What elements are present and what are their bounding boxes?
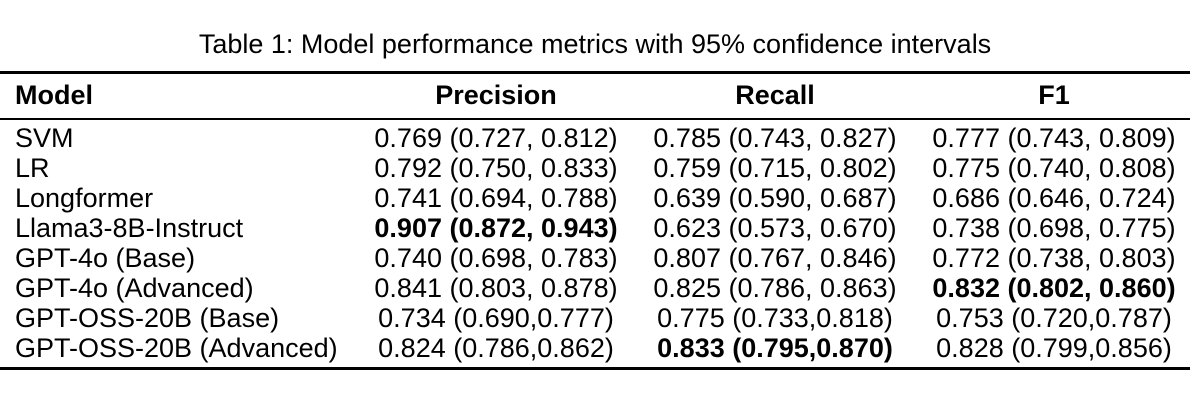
- table-row: GPT-OSS-20B (Base) 0.734 (0.690,0.777) 0…: [0, 303, 1190, 333]
- cell-f1: 0.828 (0.799,0.856): [936, 332, 1172, 363]
- cell-model: GPT-OSS-20B (Base): [15, 302, 280, 333]
- column-header-model: Model: [0, 72, 360, 120]
- performance-table: Model Precision Recall F1 SVM 0.769 (0.7…: [0, 71, 1190, 370]
- cell-recall: 0.785 (0.743, 0.827): [653, 122, 897, 153]
- cell-f1: 0.686 (0.646, 0.724): [932, 182, 1176, 213]
- cell-model: Longformer: [15, 182, 154, 213]
- cell-f1: 0.753 (0.720,0.787): [936, 302, 1172, 333]
- cell-precision: 0.907 (0.872, 0.943): [374, 212, 618, 243]
- column-header-precision: Precision: [360, 72, 632, 120]
- cell-precision: 0.792 (0.750, 0.833): [374, 152, 618, 183]
- cell-f1: 0.738 (0.698, 0.775): [932, 212, 1176, 243]
- table-caption: Table 1: Model performance metrics with …: [198, 29, 992, 59]
- cell-recall: 0.807 (0.767, 0.846): [653, 242, 897, 273]
- cell-recall: 0.833 (0.795,0.870): [657, 332, 893, 363]
- cell-model: GPT-OSS-20B (Advanced): [15, 332, 338, 363]
- column-header-recall: Recall: [632, 72, 918, 120]
- cell-precision: 0.734 (0.690,0.777): [378, 302, 614, 333]
- table-row: GPT-4o (Base) 0.740 (0.698, 0.783) 0.807…: [0, 243, 1190, 273]
- cell-recall: 0.759 (0.715, 0.802): [653, 152, 897, 183]
- table-row: Longformer 0.741 (0.694, 0.788) 0.639 (0…: [0, 183, 1190, 213]
- column-header-f1: F1: [918, 72, 1190, 120]
- cell-precision: 0.841 (0.803, 0.878): [374, 272, 618, 303]
- cell-f1: 0.777 (0.743, 0.809): [932, 122, 1176, 153]
- table-row: LR 0.792 (0.750, 0.833) 0.759 (0.715, 0.…: [0, 153, 1190, 183]
- cell-f1: 0.775 (0.740, 0.808): [932, 152, 1176, 183]
- cell-precision: 0.741 (0.694, 0.788): [374, 182, 618, 213]
- cell-model: GPT-4o (Base): [15, 242, 196, 273]
- cell-recall: 0.639 (0.590, 0.687): [653, 182, 897, 213]
- cell-model: LR: [15, 152, 50, 183]
- cell-recall: 0.775 (0.733,0.818): [657, 302, 893, 333]
- table-body: SVM 0.769 (0.727, 0.812) 0.785 (0.743, 0…: [0, 119, 1190, 369]
- cell-model: GPT-4o (Advanced): [15, 272, 254, 303]
- cell-precision: 0.740 (0.698, 0.783): [374, 242, 618, 273]
- table-row: GPT-4o (Advanced) 0.841 (0.803, 0.878) 0…: [0, 273, 1190, 303]
- table-row: SVM 0.769 (0.727, 0.812) 0.785 (0.743, 0…: [0, 119, 1190, 153]
- cell-recall: 0.825 (0.786, 0.863): [653, 272, 897, 303]
- cell-model: SVM: [15, 122, 74, 153]
- cell-recall: 0.623 (0.573, 0.670): [653, 212, 897, 243]
- cell-model: Llama3-8B-Instruct: [15, 212, 244, 243]
- table-row: GPT-OSS-20B (Advanced) 0.824 (0.786,0.86…: [0, 333, 1190, 369]
- cell-precision: 0.824 (0.786,0.862): [378, 332, 614, 363]
- cell-f1: 0.772 (0.738, 0.803): [932, 242, 1176, 273]
- paper-page: Table 1: Model performance metrics with …: [0, 28, 1190, 401]
- table-row: Llama3-8B-Instruct 0.907 (0.872, 0.943) …: [0, 213, 1190, 243]
- cell-precision: 0.769 (0.727, 0.812): [374, 122, 618, 153]
- header-row: Model Precision Recall F1: [0, 72, 1190, 120]
- table-header: Model Precision Recall F1: [0, 72, 1190, 120]
- cell-f1: 0.832 (0.802, 0.860): [932, 272, 1176, 303]
